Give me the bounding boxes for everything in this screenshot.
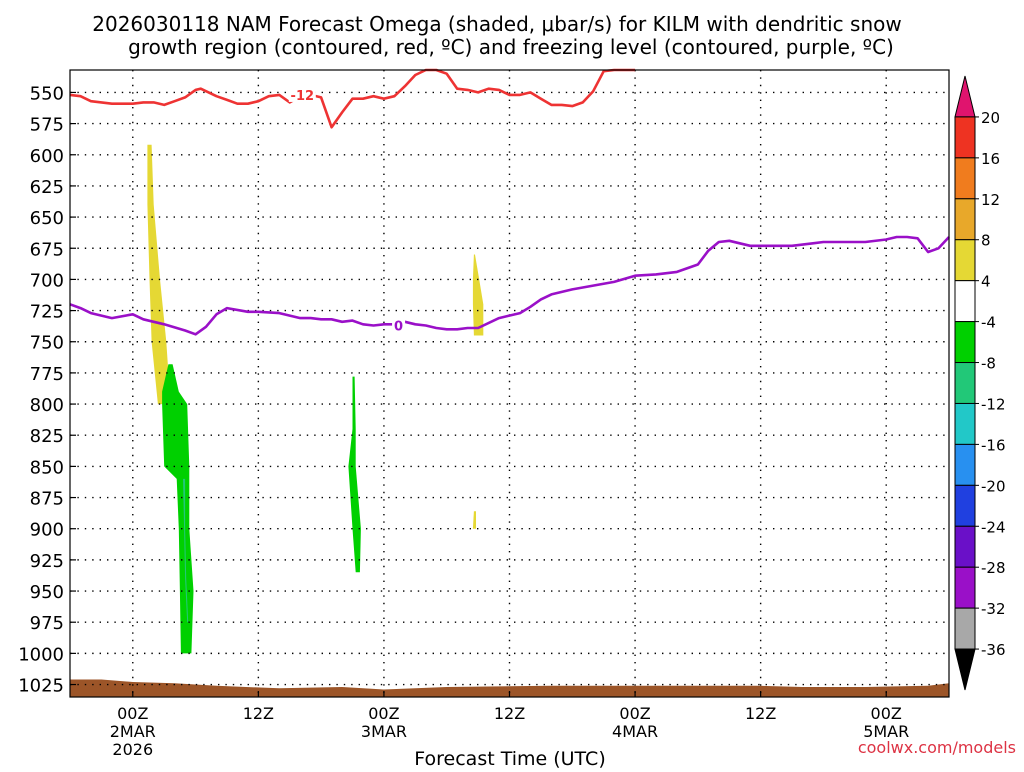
omega-region bbox=[147, 144, 171, 405]
x-tick-label: 2026 bbox=[112, 740, 153, 759]
chart-title-line-1: 2026030118 NAM Forecast Omega (shaded, μ… bbox=[92, 12, 901, 36]
x-tick-label: 00Z bbox=[117, 704, 148, 723]
omega-region bbox=[348, 376, 361, 573]
colorbar-label: -4 bbox=[981, 314, 996, 332]
y-tick-label: 800 bbox=[30, 395, 64, 416]
y-axis: 550 575 600 625 650 675 700 725 750 775 800 825 850 8… bbox=[18, 83, 76, 697]
x-tick-label: 12Z bbox=[494, 704, 525, 723]
y-tick-label: 850 bbox=[30, 457, 64, 478]
colorbar-segment bbox=[954, 566, 976, 609]
colorbar-label: -16 bbox=[981, 436, 1006, 454]
y-tick-label: 825 bbox=[30, 426, 64, 447]
colorbar-label: -8 bbox=[981, 355, 996, 373]
contour-label-mask bbox=[288, 87, 316, 102]
colorbar-extend-bottom bbox=[954, 648, 976, 691]
colorbar-segment bbox=[954, 321, 976, 364]
colorbar-label: -32 bbox=[981, 600, 1006, 618]
y-tick-label: 1000 bbox=[18, 644, 64, 665]
grid-lines bbox=[70, 70, 949, 697]
colorbar-label: -20 bbox=[981, 477, 1006, 495]
colorbar: 20 16 12 8 4 -4 -8 -12 -16 -20 -24 -28 -32 -36 bbox=[954, 75, 1006, 691]
x-tick-label: 12Z bbox=[243, 704, 274, 723]
x-axis-label: Forecast Time (UTC) bbox=[414, 748, 605, 768]
omega-region bbox=[183, 478, 189, 623]
contour-label: -12 bbox=[291, 89, 315, 104]
y-tick-label: 675 bbox=[30, 239, 64, 260]
x-tick-label: 00Z bbox=[619, 704, 650, 723]
colorbar-segment bbox=[954, 157, 976, 200]
x-tick-label: 00Z bbox=[871, 704, 902, 723]
y-tick-label: 725 bbox=[30, 302, 64, 323]
colorbar-label: -12 bbox=[981, 395, 1006, 413]
y-tick-label: 925 bbox=[30, 551, 64, 572]
x-tick-label: 4MAR bbox=[612, 722, 658, 741]
contour-label: 0 bbox=[394, 320, 403, 335]
contour-line bbox=[69, 68, 636, 129]
y-tick-label: 650 bbox=[30, 208, 64, 229]
omega-shading bbox=[147, 144, 484, 654]
x-tick-label: 2MAR bbox=[110, 722, 156, 741]
colorbar-segment bbox=[954, 607, 976, 650]
colorbar-segment bbox=[954, 484, 976, 527]
colorbar-extend-top bbox=[954, 75, 976, 118]
x-tick-label: 00Z bbox=[368, 704, 399, 723]
omega-region bbox=[472, 254, 484, 336]
colorbar-segment bbox=[954, 362, 976, 404]
colorbar-segment bbox=[954, 239, 976, 282]
colorbar-label: -24 bbox=[981, 518, 1006, 536]
colorbar-label: 12 bbox=[981, 191, 1000, 209]
omega-region bbox=[472, 511, 476, 529]
contour-lines: -12 0 bbox=[69, 68, 950, 336]
y-tick-label: 700 bbox=[30, 270, 64, 291]
contour-label-mask bbox=[392, 318, 406, 333]
x-tick-label: 3MAR bbox=[361, 722, 407, 741]
colorbar-label: 4 bbox=[981, 273, 991, 291]
y-tick-label: 625 bbox=[30, 177, 64, 198]
colorbar-label: 8 bbox=[981, 232, 991, 250]
colorbar-label: 16 bbox=[981, 150, 1000, 168]
chart-title-line-2: growth region (contoured, red, ºC) and f… bbox=[128, 35, 894, 59]
contour-line bbox=[69, 235, 950, 336]
y-tick-label: 900 bbox=[30, 520, 64, 541]
y-tick-label: 1025 bbox=[18, 676, 64, 697]
colorbar-segment bbox=[954, 198, 976, 241]
y-tick-label: 975 bbox=[30, 613, 64, 634]
colorbar-segment bbox=[954, 525, 976, 568]
colorbar-label: 20 bbox=[981, 109, 1000, 127]
ground-surface bbox=[70, 679, 949, 697]
y-tick-label: 875 bbox=[30, 489, 64, 510]
y-tick-label: 550 bbox=[30, 83, 64, 104]
y-tick-label: 750 bbox=[30, 333, 64, 354]
colorbar-segment bbox=[954, 116, 976, 159]
colorbar-segment bbox=[954, 443, 976, 486]
colorbar-segment bbox=[954, 402, 976, 445]
y-tick-label: 775 bbox=[30, 364, 64, 385]
omega-region bbox=[162, 364, 194, 654]
y-tick-label: 600 bbox=[30, 146, 64, 167]
y-tick-label: 950 bbox=[30, 582, 64, 603]
colorbar-label: -28 bbox=[981, 559, 1006, 577]
colorbar-label: -36 bbox=[981, 641, 1006, 659]
x-tick-label: 12Z bbox=[745, 704, 776, 723]
y-tick-label: 575 bbox=[30, 115, 64, 136]
ground-layer bbox=[70, 679, 949, 697]
credit-text: coolwx.com/models bbox=[858, 738, 1016, 757]
x-tick-label: 5MAR bbox=[863, 722, 909, 741]
colorbar-segment bbox=[954, 280, 976, 323]
